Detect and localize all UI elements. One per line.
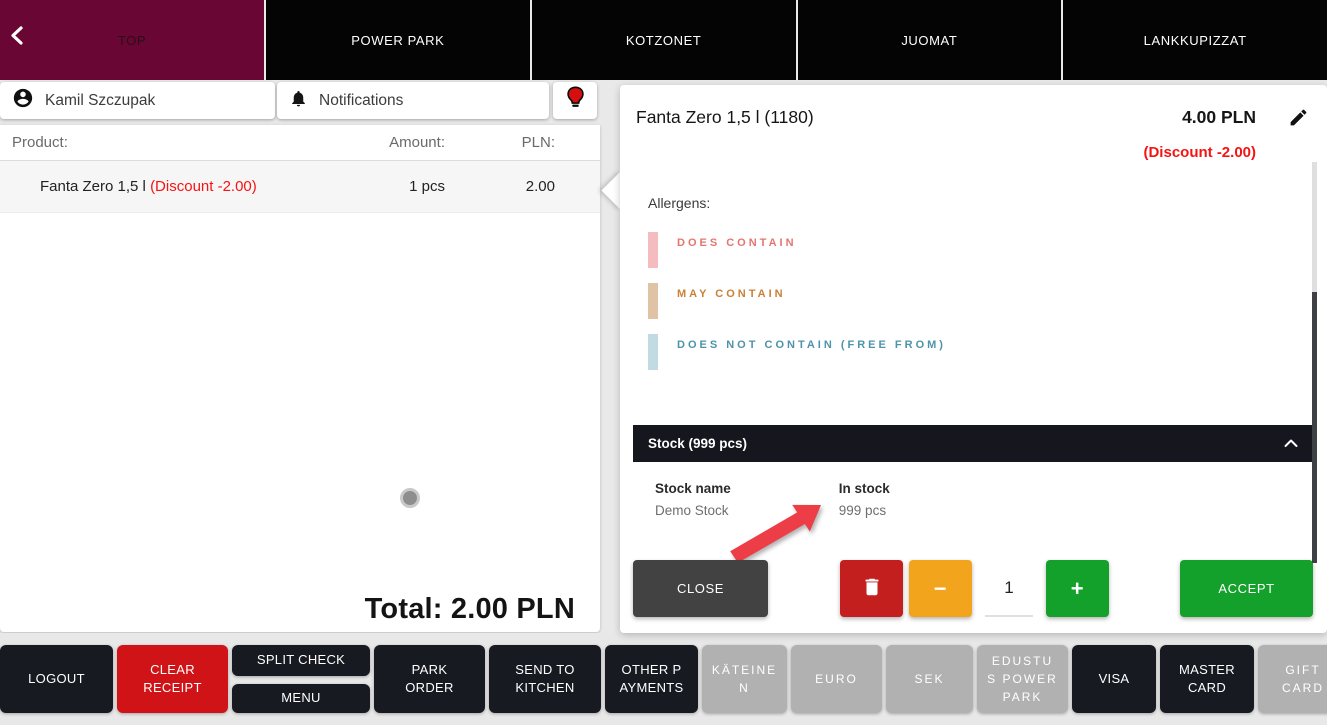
spacer bbox=[1109, 560, 1180, 617]
delete-button[interactable] bbox=[840, 560, 903, 617]
modal-scrollbar-thumb[interactable] bbox=[1312, 292, 1317, 563]
modal-actions: CLOSE − + ACCEPT bbox=[633, 560, 1313, 617]
bell-icon bbox=[289, 89, 308, 113]
stock-name-column: Stock name Demo Stock bbox=[655, 481, 731, 518]
allergen-color-bar bbox=[648, 334, 658, 370]
lamp-button[interactable] bbox=[553, 82, 597, 119]
user-chip[interactable]: Kamil Szczupak bbox=[0, 82, 275, 119]
sek-payment-button[interactable]: SEK bbox=[886, 645, 973, 713]
in-stock-label: In stock bbox=[838, 481, 890, 496]
allergens-section: Allergens: DOES CONTAIN MAY CONTAIN DOES… bbox=[648, 195, 1327, 370]
user-avatar-icon bbox=[12, 87, 34, 114]
tab-label: JUOMAT bbox=[901, 32, 958, 48]
lightbulb-icon bbox=[566, 85, 585, 116]
allergens-label: Allergens: bbox=[648, 195, 711, 211]
spacer bbox=[768, 560, 840, 617]
receipt-panel: Product: Amount: PLN: Fanta Zero 1,5 l (… bbox=[0, 125, 600, 632]
stock-name-label: Stock name bbox=[655, 481, 731, 496]
row-discount: (Discount -2.00) bbox=[150, 178, 257, 195]
kateinen-payment-button[interactable]: KÄTEINEN bbox=[702, 645, 787, 713]
close-button[interactable]: CLOSE bbox=[633, 560, 768, 617]
allergen-level-may-contain: MAY CONTAIN bbox=[648, 283, 1327, 319]
split-menu-stack: SPLIT CHECK MENU bbox=[232, 645, 370, 713]
price-block: 4.00 PLN (Discount -2.00) bbox=[1143, 107, 1256, 161]
allergen-level-does-contain: DOES CONTAIN bbox=[648, 232, 1327, 268]
column-header-product: Product: bbox=[12, 134, 68, 151]
clear-receipt-button[interactable]: CLEAR RECEIPT bbox=[117, 645, 228, 713]
accept-button[interactable]: ACCEPT bbox=[1180, 560, 1313, 617]
modal-header: Fanta Zero 1,5 l (1180) 4.00 PLN (Discou… bbox=[620, 85, 1327, 161]
product-price: 4.00 PLN bbox=[1182, 107, 1256, 127]
split-check-button[interactable]: SPLIT CHECK bbox=[232, 645, 370, 676]
menu-button[interactable]: MENU bbox=[232, 684, 370, 713]
edustus-powerpark-payment-button[interactable]: EDUSTUS POWERPARK bbox=[977, 645, 1068, 713]
quantity-plus-button[interactable]: + bbox=[1046, 560, 1109, 617]
tab-label: LANKKUPIZZAT bbox=[1143, 32, 1247, 48]
edit-pencil-icon[interactable] bbox=[1288, 107, 1309, 133]
user-name: Kamil Szczupak bbox=[45, 91, 156, 109]
euro-payment-button[interactable]: EURO bbox=[791, 645, 882, 713]
stock-name-value: Demo Stock bbox=[655, 503, 729, 518]
status-dot bbox=[400, 488, 420, 508]
row-product-cell: Fanta Zero 1,5 l (Discount -2.00) bbox=[12, 178, 315, 195]
quantity-minus-button[interactable]: − bbox=[909, 560, 972, 617]
chevron-up-icon bbox=[1284, 439, 1298, 448]
allergen-level-label: DOES CONTAIN bbox=[677, 237, 797, 249]
gift-card-payment-button[interactable]: GIFT CARD bbox=[1258, 645, 1327, 713]
tab-top[interactable]: TOP bbox=[0, 0, 264, 80]
park-order-button[interactable]: PARK ORDER bbox=[374, 645, 485, 713]
tab-label: TOP bbox=[117, 32, 147, 48]
allergen-color-bar bbox=[648, 283, 658, 319]
tab-label: KOTZONET bbox=[625, 32, 702, 48]
master-card-payment-button[interactable]: MASTER CARD bbox=[1160, 645, 1254, 713]
receipt-header-row: Product: Amount: PLN: bbox=[0, 125, 600, 161]
category-tab-bar: TOP POWER PARK KOTZONET JUOMAT LANKKUPIZ… bbox=[0, 0, 1327, 80]
product-discount: (Discount -2.00) bbox=[1143, 144, 1256, 161]
send-to-kitchen-button[interactable]: SEND TO KITCHEN bbox=[489, 645, 601, 713]
tab-kotzonet[interactable]: KOTZONET bbox=[531, 0, 796, 80]
trash-icon bbox=[861, 576, 883, 601]
allergen-color-bar bbox=[648, 232, 658, 268]
row-product-name: Fanta Zero 1,5 l bbox=[40, 178, 146, 195]
tab-power-park[interactable]: POWER PARK bbox=[266, 0, 530, 80]
in-stock-column: In stock 999 pcs bbox=[839, 481, 890, 518]
column-header-amount: Amount: bbox=[389, 134, 445, 151]
bottom-action-bar: LOGOUT CLEAR RECEIPT SPLIT CHECK MENU PA… bbox=[0, 633, 1327, 725]
product-modal: Fanta Zero 1,5 l (1180) 4.00 PLN (Discou… bbox=[620, 85, 1327, 633]
stock-section-header[interactable]: Stock (999 pcs) bbox=[633, 425, 1313, 462]
quantity-input[interactable] bbox=[985, 560, 1033, 617]
receipt-total: Total: 2.00 PLN bbox=[364, 593, 575, 625]
stock-details: Stock name Demo Stock In stock 999 pcs bbox=[655, 481, 890, 518]
allergen-level-label: DOES NOT CONTAIN (FREE FROM) bbox=[677, 339, 946, 351]
stock-header-label: Stock (999 pcs) bbox=[648, 436, 748, 451]
tab-label: POWER PARK bbox=[351, 32, 445, 48]
in-stock-value: 999 pcs bbox=[838, 503, 887, 518]
tab-juomat[interactable]: JUOMAT bbox=[797, 0, 1062, 80]
tab-lankkupizzat[interactable]: LANKKUPIZZAT bbox=[1063, 0, 1327, 80]
row-price: 2.00 bbox=[525, 178, 555, 195]
logout-button[interactable]: LOGOUT bbox=[0, 645, 113, 713]
row-amount: 1 pcs bbox=[409, 178, 445, 195]
notifications-chip[interactable]: Notifications bbox=[277, 82, 549, 119]
back-chevron-icon[interactable] bbox=[10, 26, 23, 48]
receipt-row-fanta-zero[interactable]: Fanta Zero 1,5 l (Discount -2.00) 1 pcs … bbox=[0, 161, 600, 213]
other-payments-button[interactable]: OTHER PAYMENTS bbox=[605, 645, 698, 713]
notifications-label: Notifications bbox=[319, 91, 404, 109]
product-title: Fanta Zero 1,5 l (1180) bbox=[636, 107, 814, 127]
column-header-price: PLN: bbox=[521, 134, 555, 151]
allergen-level-free-from: DOES NOT CONTAIN (FREE FROM) bbox=[648, 334, 1327, 370]
allergen-level-label: MAY CONTAIN bbox=[677, 288, 786, 300]
visa-payment-button[interactable]: VISA bbox=[1072, 645, 1156, 713]
